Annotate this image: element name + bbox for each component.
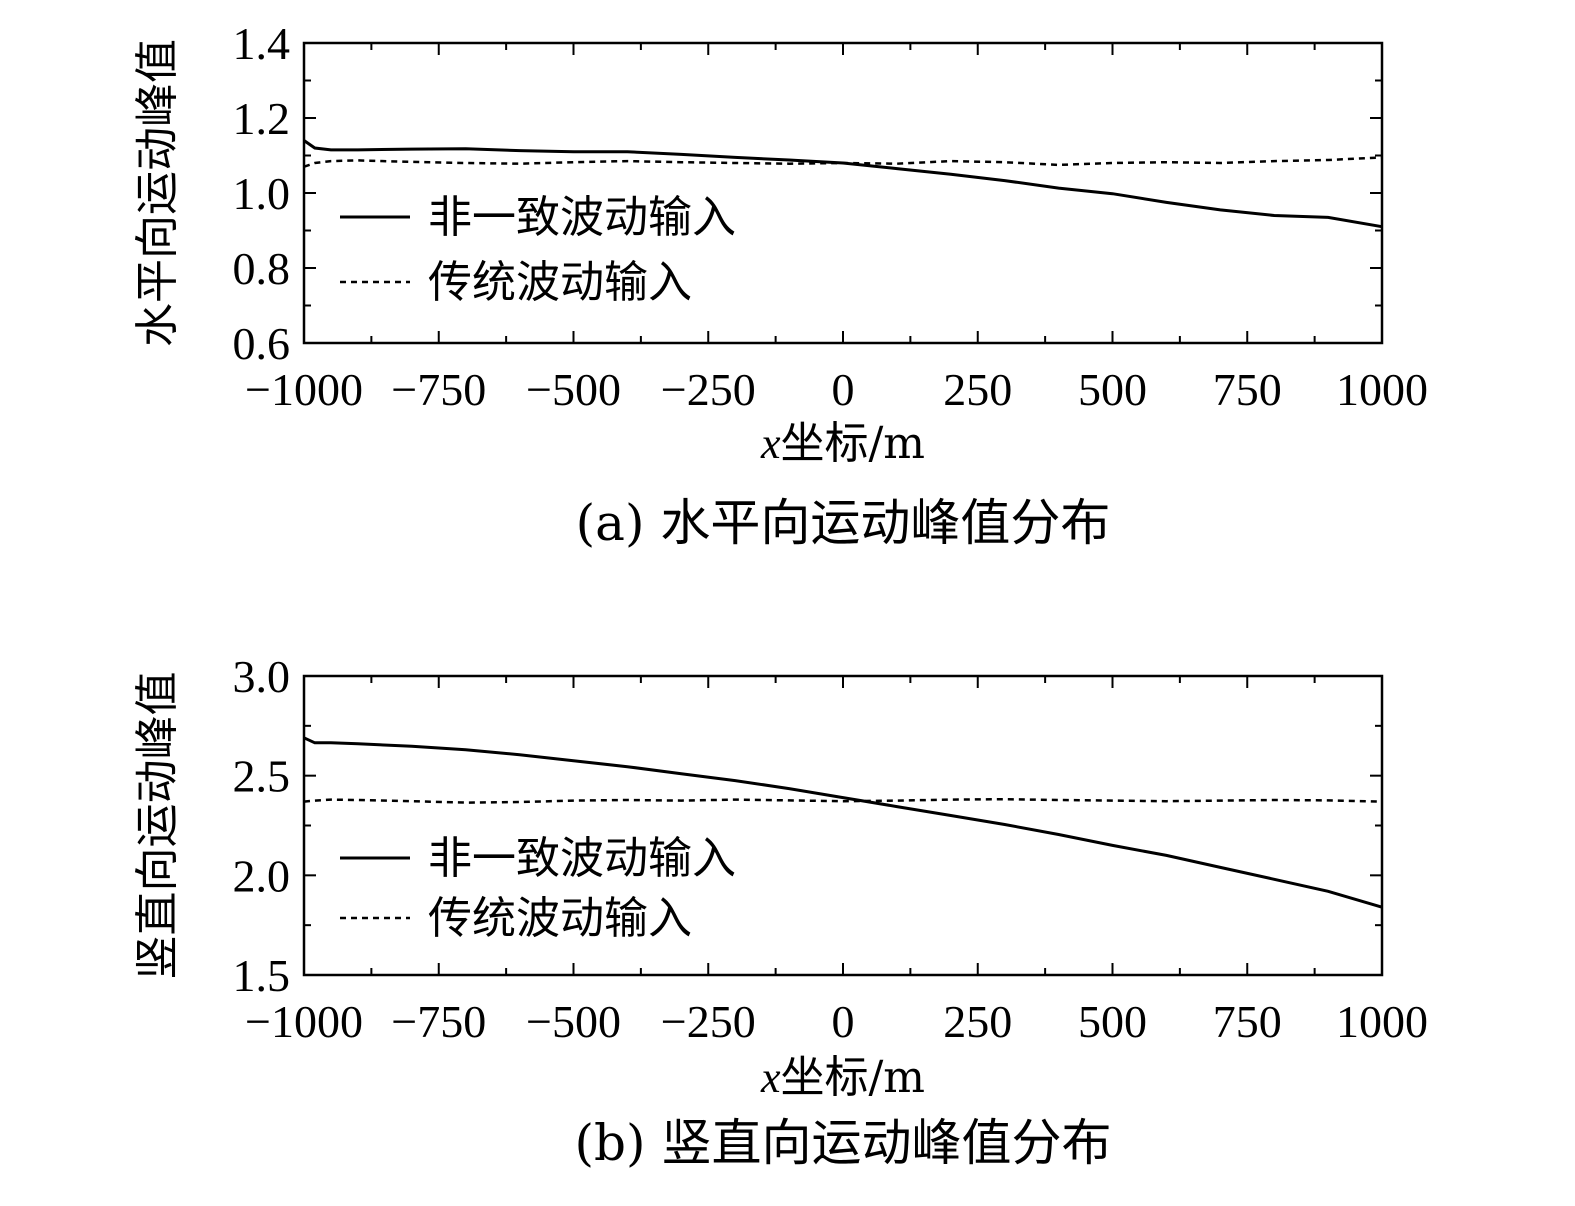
y-tick-label: 2.0 xyxy=(233,850,291,901)
panel-caption: (a) 水平向运动峰值分布 xyxy=(576,494,1111,552)
series-line-2 xyxy=(303,156,1383,168)
x-tick-label: −750 xyxy=(391,996,486,1047)
x-tick-label: 0 xyxy=(832,364,855,415)
series-line-2 xyxy=(303,797,1383,804)
y-tick-label: 0.8 xyxy=(233,243,291,294)
x-tick-label: 750 xyxy=(1213,996,1282,1047)
x-tick-label: 1000 xyxy=(1336,996,1428,1047)
x-tick-label: 500 xyxy=(1078,364,1147,415)
x-tick-label: 250 xyxy=(943,996,1012,1047)
x-tick-label: 750 xyxy=(1213,364,1282,415)
x-tick-label: 250 xyxy=(943,364,1012,415)
chart-panel-a: −1000 −750 −500 −250 0 250 500 750 1000 0.6 0.8 1.0… xyxy=(132,18,1428,552)
y-tick-label: 1.0 xyxy=(233,168,291,219)
x-tick-label: −500 xyxy=(526,364,621,415)
y-tick-label: 3.0 xyxy=(233,651,291,702)
series-line-1 xyxy=(303,139,1383,229)
legend-label-1: 非一致波动输入 xyxy=(428,833,736,884)
x-tick-label: 500 xyxy=(1078,996,1147,1047)
y-axis-title: 水平向运动峰值 xyxy=(132,39,183,347)
x-axis-variable: x xyxy=(760,419,781,468)
x-tick-label: −250 xyxy=(661,996,756,1047)
legend-label-2: 传统波动输入 xyxy=(428,257,692,308)
x-tick-label: −1000 xyxy=(245,364,363,415)
legend-label-1: 非一致波动输入 xyxy=(428,192,736,243)
y-tick-label: 1.5 xyxy=(233,950,291,1001)
y-axis-title: 竖直向运动峰值 xyxy=(132,672,183,980)
x-tick-label: −500 xyxy=(526,996,621,1047)
x-axis-unit: 坐标/m xyxy=(780,418,925,469)
y-tick-label: 1.4 xyxy=(233,18,291,69)
y-tick-label: 0.6 xyxy=(233,318,291,369)
panel-caption: (b) 竖直向运动峰值分布 xyxy=(575,1114,1112,1172)
x-axis-unit: 坐标/m xyxy=(780,1052,925,1103)
legend-label-2: 传统波动输入 xyxy=(428,893,692,944)
x-tick-label: 1000 xyxy=(1336,364,1428,415)
x-axis-title: x坐标/m xyxy=(760,1052,925,1103)
x-axis-title: x坐标/m xyxy=(760,418,925,469)
series-line-1 xyxy=(303,736,1383,909)
x-axis-variable: x xyxy=(760,1053,781,1102)
chart-panel-b: −1000 −750 −500 −250 0 250 500 750 1000 1.5 2.0 2.5… xyxy=(132,651,1428,1172)
x-tick-label: −250 xyxy=(661,364,756,415)
x-tick-label: −1000 xyxy=(245,996,363,1047)
y-tick-label: 1.2 xyxy=(233,93,291,144)
x-tick-label: 0 xyxy=(832,996,855,1047)
x-tick-label: −750 xyxy=(391,364,486,415)
y-tick-label: 2.5 xyxy=(233,751,291,802)
